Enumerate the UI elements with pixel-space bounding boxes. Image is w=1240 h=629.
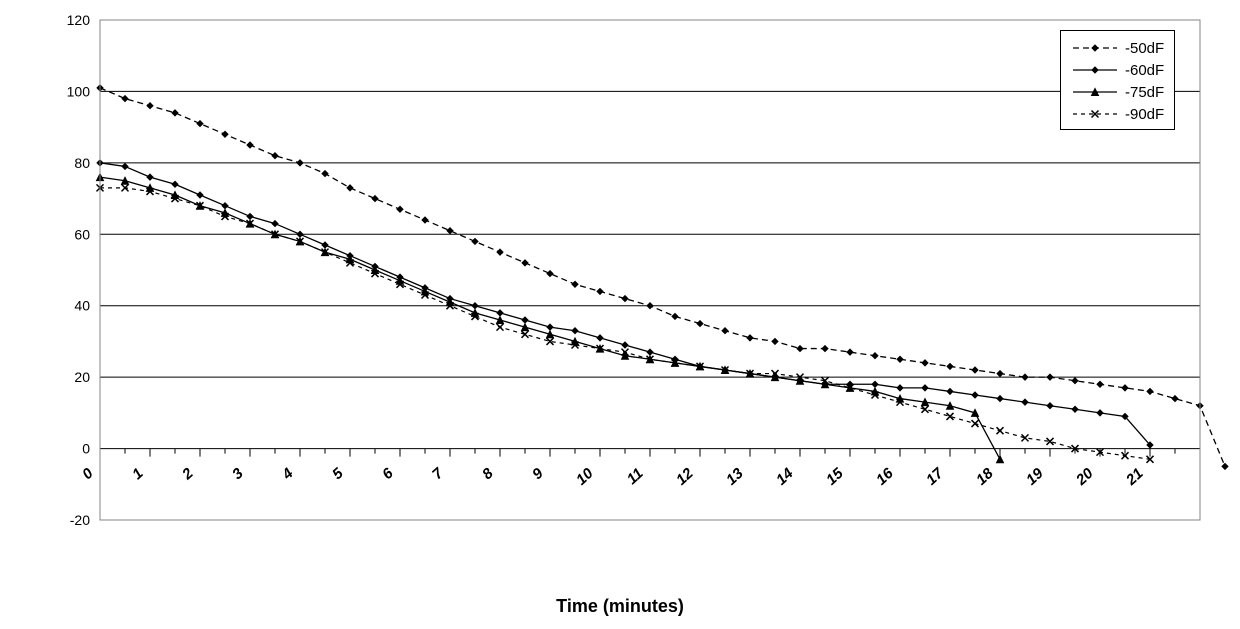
legend-swatch [1071,105,1119,123]
x-tick-label: 0 [79,464,97,483]
plot-svg: -200204060801001200123456789101112131415… [0,0,1240,629]
y-tick-label: -20 [70,512,90,528]
y-tick-label: 40 [74,298,90,314]
series-marker [1222,463,1228,469]
y-tick-label: 120 [67,12,91,28]
plot-area [100,20,1200,520]
legend-swatch [1071,39,1119,57]
legend-label: -50dF [1125,40,1164,57]
y-tick-label: 20 [74,369,90,385]
chart-container: Material Temperature (F) Time (minutes) … [0,0,1240,629]
y-tick-label: 100 [67,83,91,99]
legend-label: -90dF [1125,106,1164,123]
y-tick-label: 60 [74,226,90,242]
legend-label: -75dF [1125,84,1164,101]
legend-item--60dF: -60dF [1071,59,1164,81]
y-tick-label: 80 [74,155,90,171]
legend-item--90dF: -90dF [1071,103,1164,125]
legend-label: -60dF [1125,62,1164,79]
legend-swatch [1071,83,1119,101]
legend-item--75dF: -75dF [1071,81,1164,103]
legend-swatch [1071,61,1119,79]
legend-item--50dF: -50dF [1071,37,1164,59]
legend-box: -50dF -60dF -75dF -90dF [1060,30,1175,130]
y-tick-label: 0 [82,441,90,457]
